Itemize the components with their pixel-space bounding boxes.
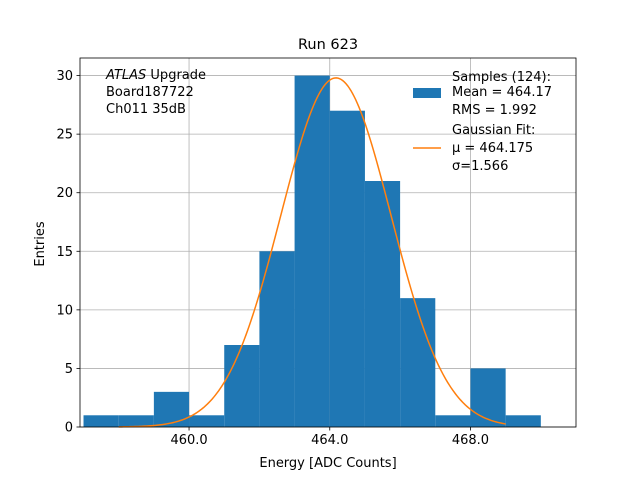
gaussian-fit [118, 77, 506, 428]
y-tick-label-2: 10 [56, 303, 73, 318]
legend-fit-line-3: σ=1.566 [452, 159, 508, 174]
legend-samples-line-1: Samples (124): [452, 70, 551, 85]
annotation-channel: Ch011 35dB [106, 102, 186, 117]
histogram-bar-12 [505, 415, 541, 427]
annotation-board: Board187722 [106, 85, 194, 100]
histogram-bar-4 [224, 345, 260, 427]
histogram-bar-6 [294, 75, 330, 428]
legend-fit-text: Gaussian Fit: μ = 464.175 σ=1.566 [452, 123, 540, 174]
histogram-bars [83, 75, 541, 428]
plot-frame [79, 57, 577, 428]
histogram-bar-1 [118, 415, 154, 427]
chart-title: Run 623 [298, 37, 358, 53]
annotation-upgrade-word: Upgrade [150, 68, 206, 83]
x-axis-label: Energy [ADC Counts] [259, 456, 396, 471]
legend-samples-text: Samples (124): Mean = 464.17 RMS = 1.992 [452, 70, 556, 118]
histogram-bar-11 [470, 368, 506, 427]
x-tick-label-0: 460.0 [170, 433, 207, 448]
legend-samples-patch [413, 88, 441, 98]
x-tick-label-1: 464.0 [311, 433, 348, 448]
gaussian-fit-curve [118, 77, 506, 428]
x-tick-label-2: 468.0 [452, 433, 489, 448]
histogram-bar-7 [329, 110, 365, 427]
histogram-bar-2 [153, 391, 190, 427]
legend-fit-line-1: Gaussian Fit: [452, 123, 535, 138]
plot-frame-border [79, 57, 577, 428]
y-tick-label-3: 15 [56, 245, 73, 260]
histogram-bar-10 [435, 415, 471, 427]
axis-ticks: 460.0 464.0 468.0 0 5 10 15 20 25 30 [56, 69, 489, 448]
histogram-bar-9 [400, 298, 436, 427]
y-tick-label-0: 0 [65, 421, 73, 436]
legend-samples-line-3: RMS = 1.992 [452, 103, 537, 118]
histogram-bar-0 [83, 415, 119, 427]
y-tick-label-6: 30 [56, 69, 73, 84]
legend-samples-line-2: Mean = 464.17 [452, 85, 552, 100]
y-axis-label: Entries [33, 221, 48, 267]
y-tick-label-1: 5 [65, 362, 73, 377]
annotation-atlas-word: ATLAS [105, 68, 146, 83]
histogram-bar-5 [259, 251, 295, 427]
legend-fit-line-2: μ = 464.175 [452, 141, 533, 156]
histogram-bar-3 [189, 415, 225, 427]
atlas-annotation: ATLAS Upgrade Board187722 Ch011 35dB [105, 68, 210, 117]
y-tick-label-4: 20 [56, 186, 73, 201]
legend: Samples (124): Mean = 464.17 RMS = 1.992… [413, 70, 556, 174]
y-tick-label-5: 25 [56, 128, 73, 143]
histogram-bar-8 [364, 181, 401, 427]
